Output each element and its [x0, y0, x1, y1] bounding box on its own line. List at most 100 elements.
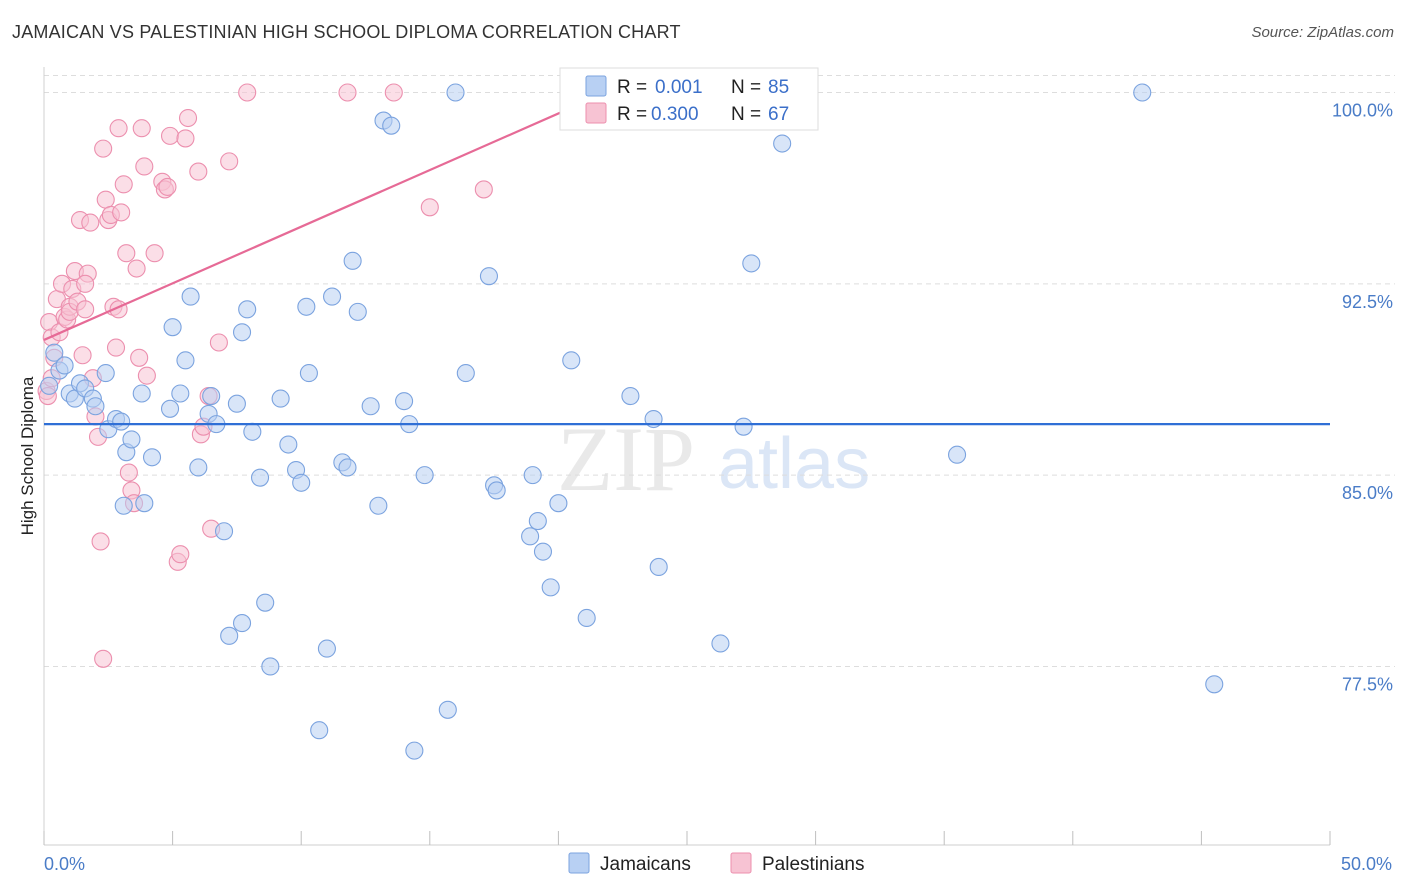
jamaicans-point: [317, 639, 336, 658]
palestinians-trend-line: [43, 106, 572, 341]
palestinians-point: [96, 190, 115, 209]
jamaicans-point: [405, 741, 424, 760]
bottom-legend-jamaicans-swatch: [568, 852, 590, 874]
jamaicans-point: [171, 384, 190, 403]
jamaicans-point: [438, 700, 457, 719]
jamaicans-point: [649, 557, 668, 577]
palestinians-point: [119, 463, 138, 482]
jamaicans-point: [40, 376, 59, 395]
palestinians-point: [171, 545, 190, 564]
y-tick-label: 100.0%: [1332, 101, 1393, 121]
palestinians-point: [474, 180, 493, 199]
palestinians-point: [76, 274, 95, 293]
jamaicans-point: [181, 287, 200, 306]
y-tick-label: 77.5%: [1342, 674, 1393, 694]
palestinians-point: [130, 348, 149, 367]
palestinians-point: [338, 83, 357, 102]
jamaicans-point: [621, 387, 640, 406]
legend-palestinians-n-value: 67: [768, 104, 789, 125]
y-tick-labels: 77.5% 85.0% 92.5% 100.0%: [1332, 101, 1393, 695]
jamaicans-point: [369, 496, 388, 515]
palestinians-point: [94, 139, 113, 158]
legend-jamaicans-swatch: [585, 75, 607, 97]
jamaicans-point: [773, 134, 792, 153]
chart-title: JAMAICAN VS PALESTINIAN HIGH SCHOOL DIPL…: [12, 22, 681, 42]
palestinians-point: [384, 83, 403, 102]
palestinians-point: [117, 244, 136, 263]
jamaicans-point: [533, 542, 553, 561]
y-tick-label: 85.0%: [1342, 483, 1393, 503]
palestinians-point: [160, 126, 180, 145]
palestinians-point: [238, 83, 257, 102]
jamaicans-point: [711, 634, 730, 653]
jamaicans-point: [132, 384, 151, 403]
palestinians-point: [91, 532, 110, 551]
jamaicans-point: [55, 356, 74, 375]
jamaicans-point: [456, 364, 475, 383]
palestinians-point: [209, 333, 228, 352]
bottom-legend-palestinians-swatch: [730, 852, 752, 874]
jamaicans-point: [271, 389, 290, 408]
jamaicans-point: [323, 287, 342, 306]
grid-lines: [44, 75, 1395, 667]
jamaicans-point: [310, 721, 329, 740]
palestinians-point: [137, 366, 156, 385]
x-tick-label-min: 0.0%: [44, 854, 85, 874]
palestinians-point: [176, 129, 195, 148]
jamaicans-point: [382, 116, 401, 135]
palestinians-point: [189, 162, 208, 181]
jamaicans-point: [45, 343, 64, 362]
jamaicans-point: [243, 422, 262, 441]
jamaicans-point: [549, 494, 568, 513]
jamaicans-point: [562, 351, 581, 370]
watermark-atlas: atlas: [718, 424, 870, 504]
palestinians-point: [132, 119, 151, 138]
jamaicans-point: [541, 578, 560, 597]
jamaicans-point: [122, 430, 141, 449]
palestinians-point: [112, 203, 131, 222]
jamaicans-point: [1133, 83, 1152, 102]
palestinians-point: [420, 198, 439, 217]
legend-jamaicans-n-label: N =: [731, 77, 761, 98]
jamaicans-point: [96, 364, 115, 383]
y-tick-label: 92.5%: [1342, 292, 1393, 312]
jamaicans-point: [227, 394, 246, 413]
jamaicans-point: [528, 511, 547, 531]
jamaicans-point: [202, 387, 221, 406]
bottom-legend-jamaicans-label: Jamaicans: [600, 854, 691, 875]
jamaicans-point: [238, 300, 257, 319]
palestinians-point: [81, 213, 100, 232]
jamaicans-point: [523, 466, 542, 485]
palestinians-point: [135, 157, 154, 176]
palestinians-points: [37, 83, 493, 668]
jamaicans-point: [163, 318, 182, 337]
jamaicans-point: [297, 297, 316, 316]
jamaicans-point: [395, 392, 414, 411]
jamaicans-point: [279, 435, 298, 454]
jamaicans-point: [446, 83, 465, 102]
jamaicans-point: [415, 466, 434, 485]
jamaicans-point: [1205, 675, 1224, 694]
jamaicans-point: [112, 412, 131, 431]
palestinians-point: [94, 649, 113, 668]
source-label: Source: ZipAtlas.com: [1251, 24, 1394, 41]
trend-lines: [43, 106, 1330, 426]
legend-palestinians-n-label: N =: [731, 104, 761, 125]
jamaicans-point: [114, 496, 133, 515]
legend-jamaicans-r-label: R =: [617, 77, 647, 98]
jamaicans-point: [256, 593, 275, 612]
palestinians-point: [106, 338, 126, 357]
jamaicans-point: [348, 302, 367, 321]
stats-legend: R = 0.001 N = 85 R = 0.300 N = 67: [559, 67, 819, 131]
jamaicans-point: [86, 397, 105, 416]
legend-palestinians-swatch: [585, 102, 607, 124]
jamaicans-point: [176, 351, 195, 370]
jamaicans-point: [261, 657, 280, 676]
legend-jamaicans-n-value: 85: [768, 77, 789, 98]
jamaicans-point: [250, 468, 270, 487]
jamaicans-point: [577, 608, 596, 628]
jamaicans-point: [220, 626, 239, 645]
bottom-legend-palestinians-label: Palestinians: [762, 854, 864, 875]
jamaicans-point: [232, 323, 252, 342]
